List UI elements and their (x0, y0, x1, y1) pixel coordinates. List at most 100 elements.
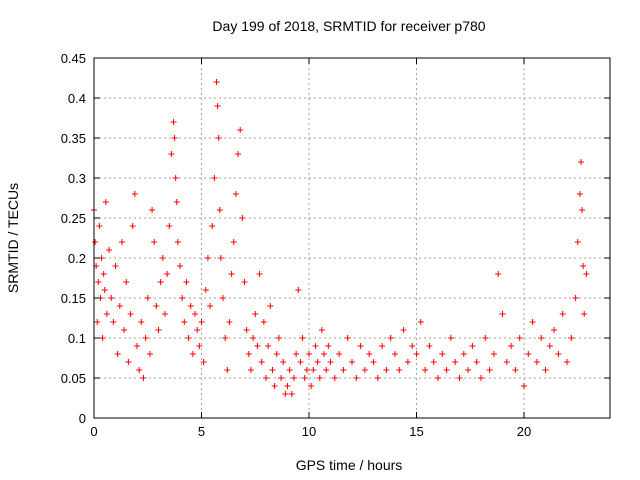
data-point (252, 311, 259, 317)
data-point (235, 151, 242, 157)
data-point (112, 263, 119, 269)
data-point (370, 359, 377, 365)
y-tick-label: 0.45 (61, 51, 86, 66)
data-point (232, 191, 239, 197)
data-point (542, 367, 549, 373)
x-tick-label: 10 (302, 424, 316, 439)
data-point (273, 351, 280, 357)
data-point (194, 327, 201, 333)
data-point (525, 351, 532, 357)
data-point (209, 223, 216, 229)
data-point (121, 327, 128, 333)
data-point (243, 327, 250, 333)
data-point (284, 383, 291, 389)
data-point (230, 239, 237, 245)
data-point (99, 335, 106, 341)
data-point (92, 239, 99, 245)
y-axis-label: SRMTID / TECUs (5, 183, 21, 293)
data-point (306, 351, 312, 357)
data-point (310, 367, 317, 373)
data-point (435, 375, 441, 381)
data-point (217, 255, 224, 261)
data-point (198, 319, 205, 325)
data-point (269, 367, 276, 373)
data-point (222, 335, 229, 341)
data-point (183, 279, 190, 285)
y-tick-label: 0.1 (68, 331, 86, 346)
data-point (581, 311, 588, 317)
data-point (465, 367, 472, 373)
data-point (213, 79, 220, 85)
y-tick-label: 0.35 (61, 131, 86, 146)
data-point (312, 343, 319, 349)
data-point (323, 367, 330, 373)
data-point (123, 279, 130, 285)
data-point (125, 359, 132, 365)
data-point (396, 367, 403, 373)
data-point (164, 271, 171, 277)
data-point (200, 359, 207, 365)
data-point (267, 303, 274, 309)
data-point (185, 335, 192, 341)
data-point (299, 335, 306, 341)
data-point (293, 351, 300, 357)
data-point (265, 343, 272, 349)
data-point (295, 287, 302, 293)
data-point (546, 343, 553, 349)
data-point (568, 335, 575, 341)
data-point (173, 199, 180, 205)
data-point (144, 295, 151, 301)
data-point (290, 375, 297, 381)
data-point (177, 263, 183, 269)
data-point (580, 263, 587, 269)
data-point (263, 375, 269, 381)
data-point (439, 351, 446, 357)
data-point (149, 207, 156, 213)
data-point (202, 287, 209, 293)
data-point (245, 351, 252, 357)
data-point (192, 311, 199, 317)
data-point (452, 359, 459, 365)
data-point (318, 327, 325, 333)
data-point (228, 271, 235, 277)
data-point (538, 335, 545, 341)
data-point (161, 311, 168, 317)
data-point (110, 319, 117, 325)
data-point (366, 351, 373, 357)
data-point (134, 343, 140, 349)
data-point (314, 359, 321, 365)
data-point (303, 367, 310, 373)
data-point (503, 359, 510, 365)
data-point (357, 343, 364, 349)
data-point (166, 223, 173, 229)
data-point (288, 391, 295, 397)
data-point (211, 175, 218, 181)
data-point (220, 295, 226, 301)
data-point (583, 271, 590, 277)
data-point (516, 335, 523, 341)
data-point (151, 239, 158, 245)
data-point (383, 367, 390, 373)
data-point (114, 351, 121, 357)
data-point (499, 311, 506, 317)
y-tick-label: 0.3 (68, 171, 86, 186)
data-point (108, 295, 115, 301)
data-point (278, 375, 285, 381)
data-point (94, 319, 101, 325)
y-tick-label: 0.05 (61, 371, 86, 386)
data-point (101, 287, 108, 293)
data-point (447, 335, 454, 341)
data-point (478, 375, 484, 381)
plot-frame (93, 57, 611, 419)
y-tick-label: 0.4 (68, 91, 86, 106)
data-point (456, 375, 463, 381)
data-points (91, 79, 590, 397)
data-point (239, 215, 246, 221)
data-point (179, 295, 186, 301)
chart-title: Day 199 of 2018, SRMTID for receiver p78… (212, 18, 485, 34)
axis-ticks: 0 5 10 15 20 0 0.05 0.1 0.15 0.2 0.25 0.3 0.35 0.4 0.4… (61, 51, 610, 439)
data-point (417, 319, 424, 325)
data-point (118, 239, 125, 245)
data-point (482, 335, 489, 341)
